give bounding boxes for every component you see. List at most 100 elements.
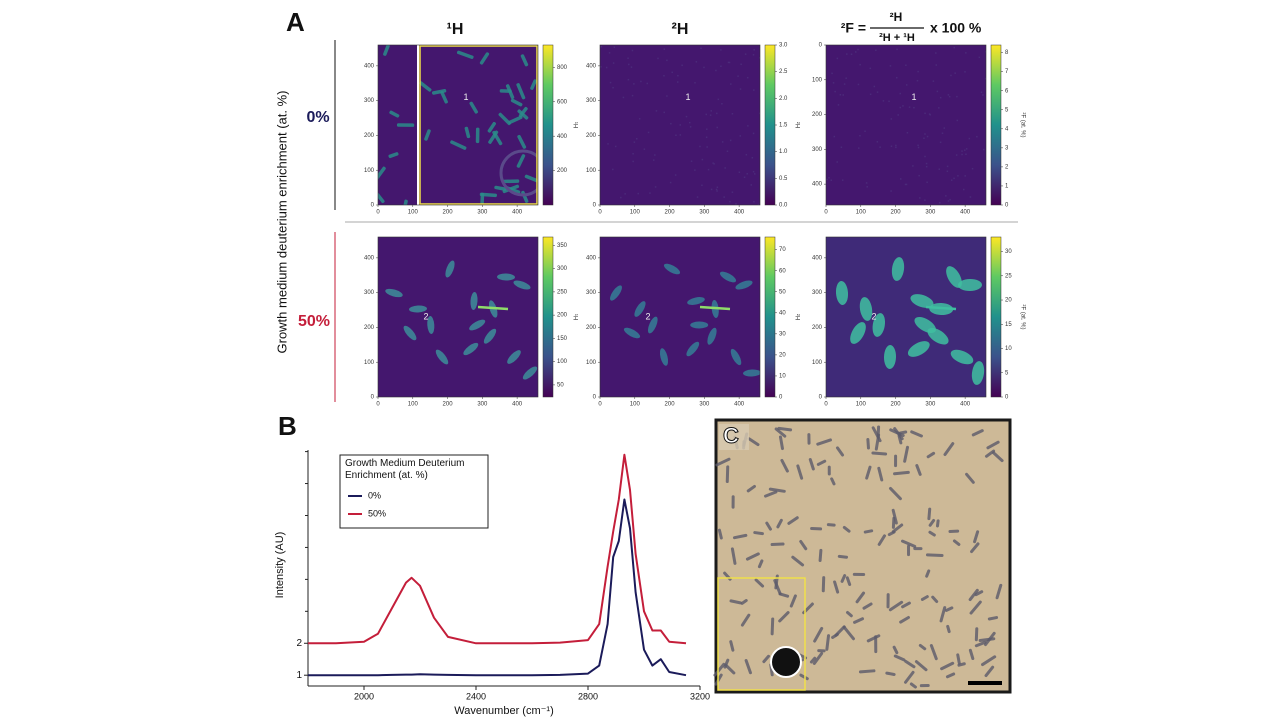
bacterium [715, 457, 731, 467]
noise [895, 144, 897, 147]
noise [612, 86, 614, 89]
noise [721, 102, 723, 105]
noise [752, 170, 755, 173]
bacterium [909, 682, 917, 689]
bacterium [899, 615, 910, 624]
bacterium [762, 654, 771, 664]
noise [710, 188, 713, 191]
row-label: 50% [298, 313, 330, 330]
noise [676, 81, 679, 83]
noise [627, 78, 630, 81]
cell [483, 328, 497, 344]
noise [655, 110, 658, 112]
bacterium [952, 539, 961, 546]
x-tick-label: 200 [665, 210, 676, 216]
colorbar-tick-label: 200 [557, 313, 568, 319]
bacterium [725, 465, 730, 484]
y-tick-label: 200 [812, 325, 823, 331]
bacterium [808, 458, 815, 471]
noise [833, 135, 836, 138]
cell [647, 316, 658, 334]
noise [962, 188, 965, 191]
bacterium [945, 672, 956, 679]
bacterium [936, 519, 940, 528]
noise [715, 188, 718, 191]
bacterium [817, 649, 826, 653]
bacterium [825, 634, 831, 651]
x-tick-label: 2800 [578, 691, 598, 701]
colorbar-label: ²H [793, 122, 799, 128]
bacterium [827, 465, 831, 476]
cell [690, 321, 709, 329]
bacterium [818, 548, 823, 563]
noise [675, 134, 677, 137]
colorbar-tick-label: 0 [779, 395, 783, 401]
noise [889, 65, 892, 67]
x-tick-label: 400 [960, 210, 971, 216]
bacterium [904, 670, 915, 684]
noise [837, 104, 840, 106]
cell [479, 192, 497, 198]
noise [925, 162, 928, 165]
bacterium [863, 529, 874, 534]
colorbar-tick-label: 20 [1005, 298, 1012, 304]
bacterium [907, 544, 911, 557]
bacterium [816, 438, 832, 446]
bacterium [877, 534, 887, 546]
noise [866, 186, 869, 188]
cell [396, 123, 415, 127]
noise [857, 48, 859, 51]
noise [717, 98, 720, 101]
noise [657, 57, 659, 60]
colorbar [764, 236, 776, 398]
noise [875, 49, 877, 52]
bacterium [889, 486, 902, 501]
bacterium [886, 593, 890, 609]
noise [654, 186, 657, 188]
noise [948, 95, 951, 98]
noise [924, 199, 926, 201]
bacterium [919, 684, 930, 688]
y-tick-label: 400 [812, 182, 823, 188]
bright-cell [477, 305, 509, 311]
noise [706, 128, 708, 130]
noise [954, 72, 956, 74]
y-tick-label: 0 [593, 395, 597, 401]
cell [522, 366, 538, 380]
noise [919, 197, 921, 199]
bacterium [981, 655, 997, 667]
bacterium [740, 613, 751, 627]
bacterium [821, 576, 826, 593]
noise [947, 94, 950, 96]
bacterium [789, 594, 797, 608]
y-tick-label: 0 [819, 395, 823, 401]
cell [507, 350, 521, 364]
noise [716, 186, 719, 189]
noise [752, 132, 755, 135]
colorbar [764, 44, 776, 206]
x-tick-label: 200 [665, 402, 676, 408]
noise [726, 150, 729, 153]
annotation: 1 [911, 92, 916, 102]
y-tick-label: 400 [812, 255, 823, 261]
bacterium [778, 435, 784, 451]
noise [607, 143, 609, 145]
photo-frame [714, 418, 1012, 694]
column-title: ²H [672, 21, 689, 38]
colorbar-tick-label: 7 [1005, 69, 1009, 75]
noise [896, 48, 898, 51]
bacterium [983, 631, 996, 647]
noise [709, 114, 712, 116]
noise [949, 198, 951, 201]
bacterium [791, 555, 805, 567]
noise [964, 71, 966, 73]
noise [731, 191, 734, 193]
x-tick-label: 0 [598, 210, 602, 216]
noise [926, 135, 929, 138]
cell [891, 257, 905, 281]
heatmap-background [826, 237, 986, 397]
x-tick-label: 0 [376, 402, 380, 408]
bacterium [885, 671, 896, 676]
noise [947, 200, 950, 202]
y-tick-label: 100 [586, 168, 597, 174]
